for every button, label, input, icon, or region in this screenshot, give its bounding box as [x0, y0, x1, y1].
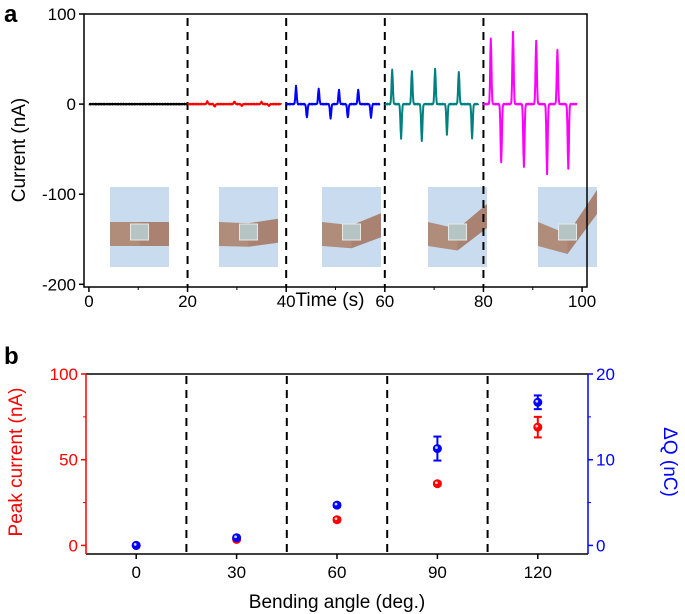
x-tick-label: 60 — [328, 563, 347, 582]
data-point-delta-q — [232, 533, 242, 543]
sensor-patch — [558, 223, 577, 241]
inset-photo-2: 60° — [322, 187, 381, 267]
inset-photo-0: 0° — [110, 187, 169, 267]
point-highlight — [234, 535, 238, 539]
panel-b-chart: 0 30 60 90 120 0 50 100 0 10 20 — [50, 365, 615, 582]
sensor-patch — [448, 223, 467, 241]
panel-a-xlabel: Time (s) — [296, 290, 365, 311]
point-highlight — [535, 399, 539, 403]
y-left-tick-label: 50 — [59, 451, 78, 470]
inset-photo-4: 120° — [538, 187, 597, 267]
point-highlight — [435, 446, 438, 449]
inset-photo-3: 90° — [428, 187, 487, 267]
x-tick-label: 120 — [524, 563, 552, 582]
x-tick-label: 60 — [375, 292, 394, 311]
y-tick-label: 100 — [48, 5, 76, 24]
sensor-patch — [130, 223, 149, 241]
y-tick-label: -200 — [42, 275, 76, 294]
inset-photo-1: 30° — [219, 187, 278, 267]
point-highlight — [334, 502, 338, 506]
panel-b-ylabel-left: Peak current (nA) — [6, 388, 27, 537]
panel-b-xlabel: Bending angle (deg.) — [249, 592, 425, 613]
y-right-tick-label: 20 — [596, 365, 615, 384]
y-left-tick-label: 0 — [69, 536, 78, 555]
series-line-120-deg — [482, 30, 578, 176]
sensor-patch — [239, 223, 258, 241]
data-point-delta-q — [332, 500, 342, 510]
y-left-tick-label: 100 — [50, 365, 78, 384]
x-tick-label: 40 — [277, 292, 296, 311]
point-highlight — [435, 481, 438, 485]
data-point-delta-q — [432, 444, 442, 454]
sensor-patch — [342, 223, 361, 241]
panel-a-ylabel: Current (nA) — [9, 98, 30, 203]
y-right-tick-label: 0 — [596, 536, 605, 555]
x-tick-label: 100 — [568, 292, 596, 311]
data-point-peak-current — [533, 422, 543, 432]
data-point-peak-current — [332, 515, 342, 525]
x-tick-label: 90 — [428, 563, 447, 582]
data-point-delta-q — [533, 397, 543, 407]
panel-b-ylabel-right: ΔQ (nC) — [659, 427, 680, 497]
y-tick-label: -100 — [42, 185, 76, 204]
series-line-60-deg — [285, 84, 381, 120]
point-highlight — [334, 517, 338, 521]
x-tick-label: 30 — [227, 563, 246, 582]
panel-b-label: b — [4, 343, 19, 370]
forearm-shape — [538, 222, 568, 254]
point-highlight — [535, 424, 539, 428]
panel-a-label: a — [4, 1, 18, 28]
series-line-30-deg — [186, 100, 283, 108]
x-tick-label: 20 — [178, 292, 197, 311]
data-point-peak-current — [432, 479, 442, 489]
y-tick-label: 0 — [67, 95, 76, 114]
series-line-0-deg — [88, 102, 189, 106]
panel-a-chart: 0° 30° 60° 90° 120° 0 20 40 60 80 100 100 0 -100 -200 — [42, 5, 597, 311]
x-tick-label: 0 — [84, 292, 93, 311]
series-line-90-deg — [384, 67, 480, 142]
x-tick-label: 80 — [474, 292, 493, 311]
point-highlight — [133, 543, 137, 546]
y-right-tick-label: 10 — [596, 451, 615, 470]
x-tick-label: 0 — [131, 563, 140, 582]
data-point-delta-q — [131, 540, 141, 550]
